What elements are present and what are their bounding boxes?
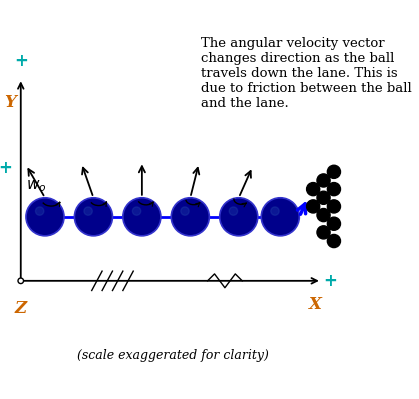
Circle shape: [229, 207, 238, 215]
Circle shape: [123, 198, 161, 236]
Circle shape: [327, 217, 341, 230]
Circle shape: [84, 207, 92, 215]
Circle shape: [220, 198, 258, 236]
Circle shape: [317, 191, 330, 204]
Text: +: +: [0, 159, 12, 178]
Circle shape: [261, 198, 299, 236]
Text: Y: Y: [4, 94, 16, 111]
Circle shape: [171, 198, 210, 236]
Circle shape: [75, 198, 112, 236]
Circle shape: [317, 209, 330, 222]
Circle shape: [36, 207, 44, 215]
Text: +: +: [14, 52, 28, 70]
Circle shape: [18, 278, 23, 284]
Circle shape: [327, 165, 341, 178]
Circle shape: [327, 183, 341, 196]
Circle shape: [271, 207, 279, 215]
Text: The angular velocity vector
changes direction as the ball
travels down the lane.: The angular velocity vector changes dire…: [201, 37, 411, 110]
Text: $w_o$: $w_o$: [26, 178, 47, 194]
Circle shape: [132, 207, 141, 215]
Text: (scale exaggerated for clarity): (scale exaggerated for clarity): [77, 349, 269, 362]
Circle shape: [317, 174, 330, 187]
Circle shape: [181, 207, 189, 215]
Text: +: +: [323, 272, 337, 290]
Circle shape: [307, 200, 320, 213]
Text: Z: Z: [15, 300, 27, 317]
Text: X: X: [308, 296, 321, 313]
Circle shape: [26, 198, 64, 236]
Circle shape: [327, 235, 341, 248]
Circle shape: [327, 200, 341, 213]
Circle shape: [317, 226, 330, 239]
Circle shape: [307, 183, 320, 196]
